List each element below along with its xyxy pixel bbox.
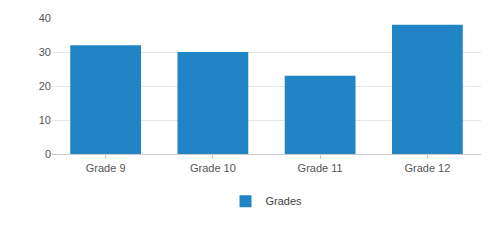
svg-text:40: 40 xyxy=(39,12,51,24)
svg-text:Grade 11: Grade 11 xyxy=(298,162,343,174)
svg-text:10: 10 xyxy=(39,114,51,126)
svg-text:Grade 9: Grade 9 xyxy=(86,162,126,174)
svg-text:Grade 10: Grade 10 xyxy=(190,162,236,174)
svg-text:0: 0 xyxy=(45,148,51,160)
svg-text:20: 20 xyxy=(39,80,51,92)
svg-text:Grade 12: Grade 12 xyxy=(404,162,450,174)
svg-text:30: 30 xyxy=(39,46,51,58)
svg-text:Grades: Grades xyxy=(266,195,303,207)
